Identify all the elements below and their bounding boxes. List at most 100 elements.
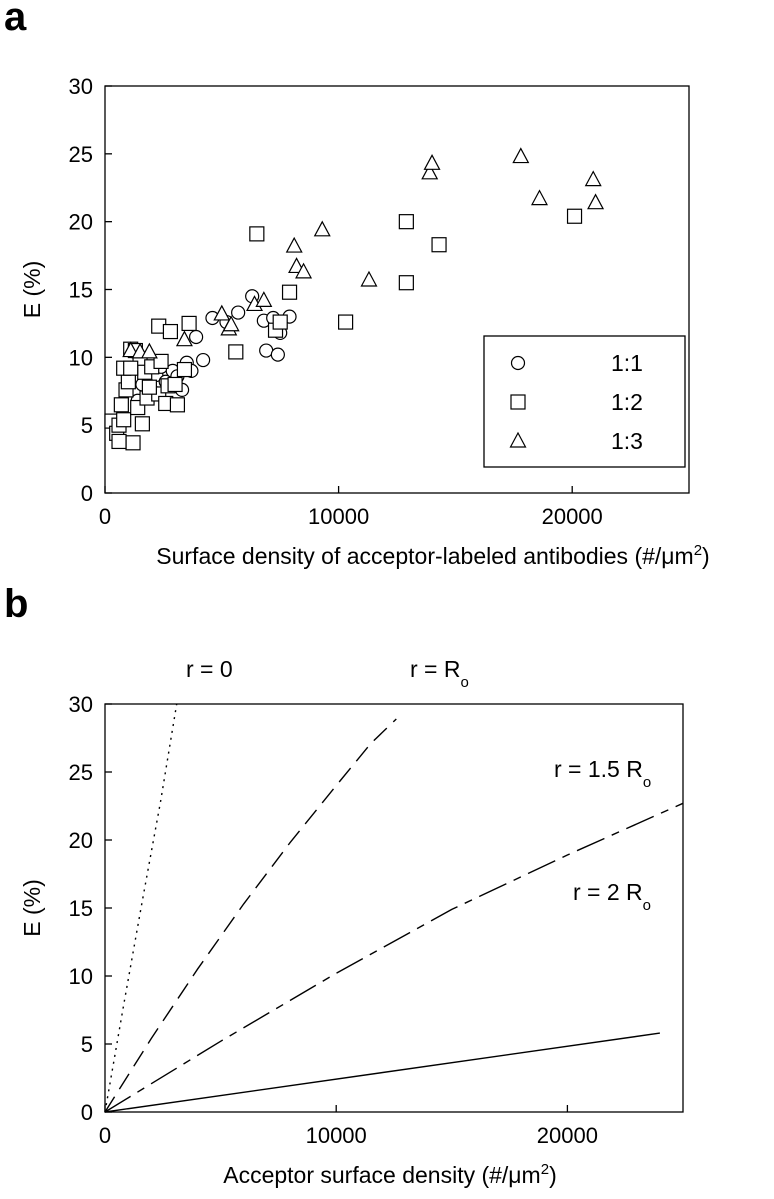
data-point-triangle (313, 220, 331, 237)
x-tick-label: 10000 (306, 1123, 367, 1148)
data-point-square (113, 397, 129, 413)
data-point-square (169, 397, 186, 413)
data-point-square (141, 379, 157, 395)
curve-label: r = Ro (410, 656, 469, 691)
data-point-square (181, 315, 197, 332)
data-point-triangle (285, 236, 303, 253)
data-point-square (228, 344, 244, 360)
curve-label-subscript: o (643, 897, 651, 914)
x-axis-title-superscript: 2 (694, 542, 702, 559)
y-tick-label: 5 (81, 1032, 93, 1057)
y-tick-label: 25 (69, 760, 93, 785)
data-point-circle (196, 352, 211, 368)
y-tick-label: 20 (69, 210, 93, 235)
curve-line (104, 1032, 660, 1113)
plot-frame (104, 85, 690, 494)
data-point-triangle (360, 270, 378, 287)
data-point-triangle (423, 154, 441, 170)
curve-label: r = 0 (186, 656, 233, 682)
x-tick-label: 0 (99, 1123, 111, 1148)
y-tick-label: 5 (81, 413, 93, 438)
x-tick-label: 20000 (537, 1123, 598, 1148)
data-point-circle (270, 347, 285, 362)
curve-label: r = 1.5 Ro (554, 756, 651, 791)
legend-marker-square (510, 394, 526, 410)
data-point-square (111, 433, 127, 450)
y-tick-label: 10 (69, 345, 93, 370)
x-tick-label: 10000 (308, 504, 369, 529)
curve-label-text: r = 1.5 R (554, 756, 643, 782)
data-point-square (176, 361, 193, 378)
data-point-circle (189, 329, 204, 345)
y-tick-label: 15 (69, 278, 93, 303)
data-point-triangle (140, 342, 158, 359)
data-point-triangle (587, 193, 605, 210)
panel-a-letter: a (4, 0, 27, 39)
data-point-circle (231, 305, 246, 320)
data-point-triangle (122, 341, 140, 358)
data-point-square (431, 237, 447, 253)
curve-line (104, 718, 397, 1113)
data-point-triangle (295, 262, 313, 279)
y-tick-label: 30 (69, 74, 93, 99)
data-point-square (167, 376, 183, 393)
y-tick-label: 10 (69, 964, 93, 989)
curve-line (104, 802, 684, 1113)
data-point-square (134, 416, 150, 432)
x-tick-label: 20000 (542, 504, 603, 529)
data-point-square (162, 323, 179, 340)
data-point-square (566, 208, 583, 224)
data-point-square (281, 284, 298, 300)
data-point-square (153, 353, 169, 370)
panel-a-chart: 0 5 10 15 20 25 30 0 10000 20000 E (%) Surface dens… (19, 74, 710, 569)
data-point-triangle (255, 291, 273, 307)
legend-box (483, 335, 686, 468)
data-point-triangle (512, 147, 530, 164)
data-point-triangle (222, 315, 240, 332)
curve-label-subscript: o (643, 774, 651, 791)
data-point-square (398, 275, 414, 291)
data-point-square (272, 314, 288, 330)
x-axis-title: Surface density of acceptor-labeled anti… (156, 542, 709, 569)
legend-marker-triangle (509, 431, 527, 448)
y-tick-label: 15 (69, 896, 93, 921)
data-point-circle (259, 343, 274, 358)
y-tick-label: 30 (69, 692, 93, 717)
data-point-square (116, 412, 132, 428)
x-axis-title-end: ) (549, 1162, 557, 1188)
y-tick-label: 0 (81, 481, 93, 506)
curve-label: r = 2 Ro (573, 879, 651, 914)
x-axis-title: Acceptor surface density (#/μm2) (223, 1161, 557, 1188)
data-point-triangle (213, 304, 231, 321)
data-point-triangle (175, 330, 193, 347)
data-point-square (120, 374, 136, 390)
data-point-square (249, 226, 265, 242)
panel-b-chart: 0 5 10 15 20 25 30 0 10000 20000 E (%) Acceptor sur… (19, 656, 684, 1188)
curve-label-text: r = 2 R (573, 879, 643, 905)
y-tick-label: 0 (81, 1100, 93, 1125)
data-point-square (338, 314, 354, 330)
curve-line (104, 703, 178, 1113)
data-point-triangle (421, 163, 439, 180)
x-axis-title-end: ) (702, 543, 710, 569)
x-axis-title-text: Acceptor surface density (#/μm (223, 1162, 541, 1188)
data-point-triangle (530, 189, 548, 206)
y-axis-title: E (%) (19, 261, 45, 319)
x-tick-label: 0 (99, 504, 111, 529)
curve-label-subscript: o (460, 674, 468, 691)
data-point-square (125, 435, 141, 451)
y-axis-title: E (%) (19, 879, 45, 937)
x-axis-title-text: Surface density of acceptor-labeled anti… (156, 543, 693, 569)
legend-marker-circle (510, 355, 526, 371)
curve-label-text: r = 0 (186, 656, 233, 682)
data-point-square (398, 214, 414, 230)
legend-label: 1:3 (611, 428, 643, 454)
data-point-triangle (584, 170, 602, 187)
curve-label-text: r = R (410, 656, 460, 682)
data-point-square (123, 360, 139, 376)
y-tick-label: 20 (69, 828, 93, 853)
panel-b-letter: b (4, 582, 28, 626)
legend-label: 1:1 (611, 350, 643, 376)
legend-label: 1:2 (611, 389, 643, 415)
